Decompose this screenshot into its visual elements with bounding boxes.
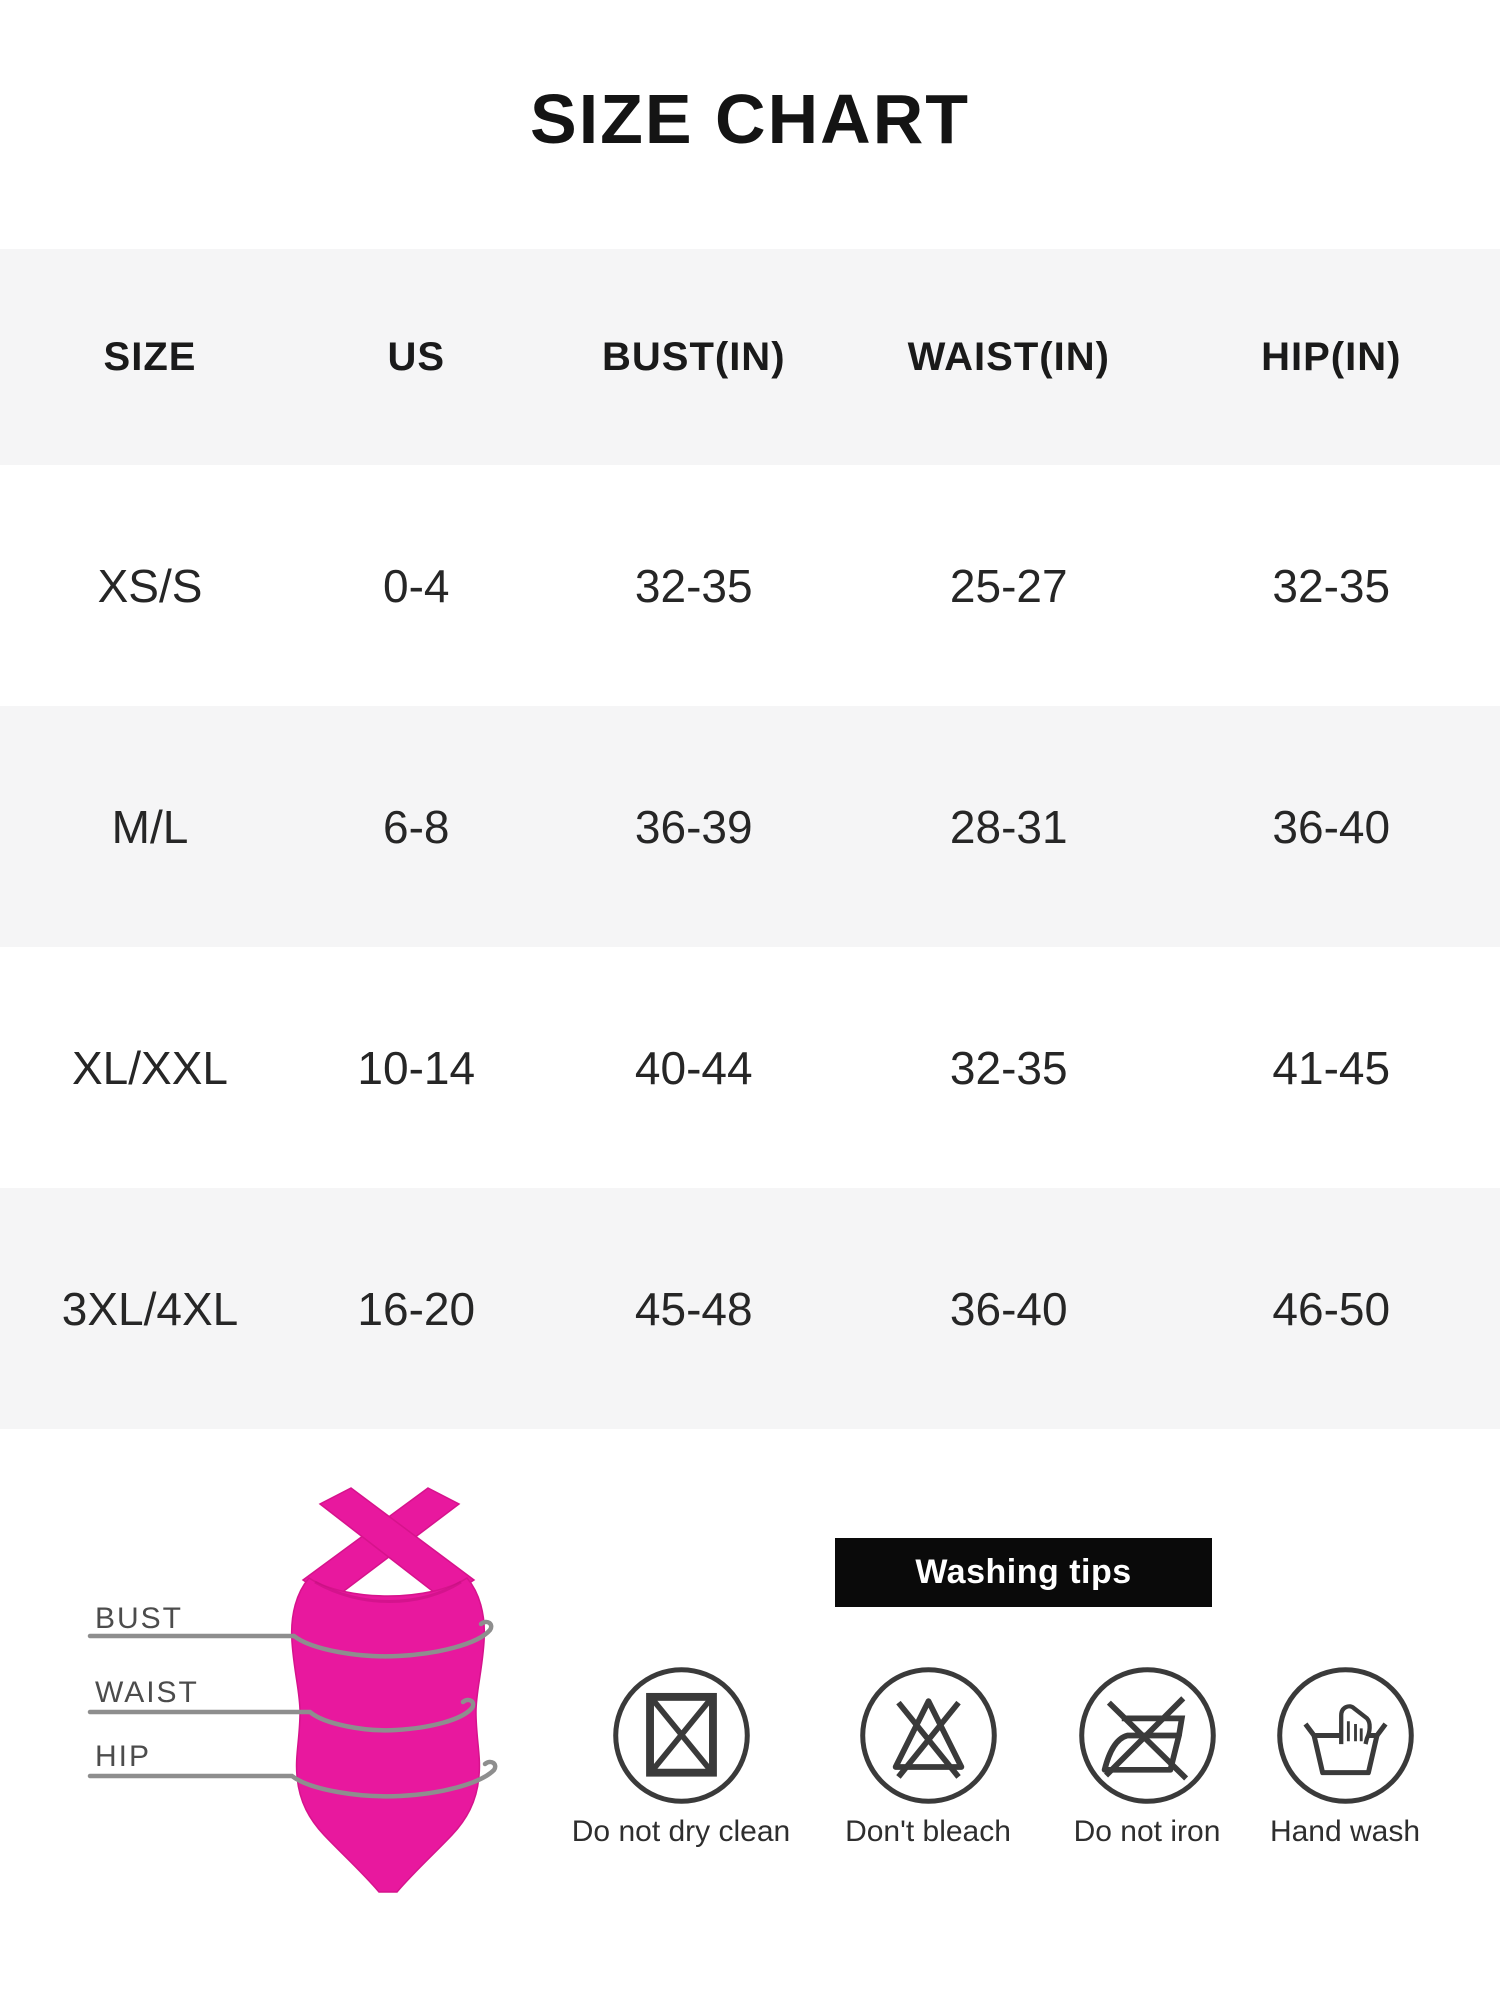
- measuring-tape-lines: [87, 1619, 498, 1799]
- hip-label: HIP: [95, 1740, 152, 1773]
- table-row: XL/XXL 10-14 40-44 32-35 41-45: [0, 947, 1500, 1188]
- wash-tip-label: Do not iron: [1073, 1815, 1221, 1848]
- cell-waist: 28-31: [949, 800, 1068, 853]
- cell-us: 10-14: [357, 1041, 476, 1094]
- cell-us: 16-20: [357, 1282, 476, 1335]
- table-row: M/L 6-8 36-39 28-31 36-40: [0, 706, 1500, 947]
- cell-waist: 36-40: [949, 1282, 1068, 1335]
- cell-size: XL/XXL: [72, 1041, 228, 1094]
- header-cell-bust: BUST(IN): [601, 334, 786, 379]
- cell-hip: 32-35: [1272, 559, 1391, 612]
- cell-hip: 41-45: [1272, 1041, 1391, 1094]
- bodysuit-measurement-figure: [87, 1487, 498, 1893]
- cell-us: 0-4: [383, 559, 450, 612]
- cell-size: M/L: [111, 800, 189, 853]
- do-not-iron-icon: [1078, 1667, 1216, 1804]
- header-cell-us: US: [387, 334, 446, 379]
- cell-bust: 36-39: [634, 800, 753, 853]
- cell-hip: 36-40: [1272, 800, 1391, 853]
- cell-us: 6-8: [383, 800, 450, 853]
- washing-tips-banner: Washing tips: [835, 1538, 1212, 1607]
- washing-tips-title: Washing tips: [915, 1553, 1132, 1591]
- wash-tip-label: Do not dry clean: [571, 1815, 791, 1848]
- table-row: 3XL/4XL 16-20 45-48 36-40 46-50: [0, 1188, 1500, 1429]
- cell-size: XS/S: [97, 559, 203, 612]
- do-not-dry-clean-icon: [612, 1667, 750, 1804]
- wash-tip-item: Hand wash: [1220, 1664, 1470, 1847]
- cell-waist: 32-35: [949, 1041, 1068, 1094]
- wash-tip-item: Do not dry clean: [556, 1664, 806, 1847]
- table-header-row: SIZE US BUST(IN) WAIST(IN) HIP(IN): [0, 249, 1500, 465]
- wash-tip-label: Hand wash: [1269, 1815, 1421, 1848]
- page-title: SIZE CHART: [530, 80, 970, 158]
- waist-label: WAIST: [95, 1676, 199, 1709]
- header-cell-size: SIZE: [103, 334, 197, 379]
- header-cell-hip: HIP(IN): [1261, 334, 1402, 379]
- cell-hip: 46-50: [1272, 1282, 1391, 1335]
- table-row: XS/S 0-4 32-35 25-27 32-35: [0, 465, 1500, 706]
- header-cell-waist: WAIST(IN): [907, 334, 1110, 379]
- bodysuit-graphic: [290, 1487, 486, 1893]
- dont-bleach-icon: [859, 1667, 997, 1804]
- hand-wash-icon: [1276, 1667, 1414, 1804]
- cell-bust: 45-48: [634, 1282, 753, 1335]
- wash-tip-item: Do not iron: [1022, 1664, 1272, 1847]
- cell-bust: 32-35: [634, 559, 753, 612]
- wash-tip-item: Don't bleach: [803, 1664, 1053, 1847]
- cell-size: 3XL/4XL: [61, 1282, 239, 1335]
- bust-label: BUST: [95, 1602, 184, 1635]
- cell-waist: 25-27: [949, 559, 1068, 612]
- wash-tip-label: Don't bleach: [845, 1815, 1011, 1848]
- cell-bust: 40-44: [634, 1041, 753, 1094]
